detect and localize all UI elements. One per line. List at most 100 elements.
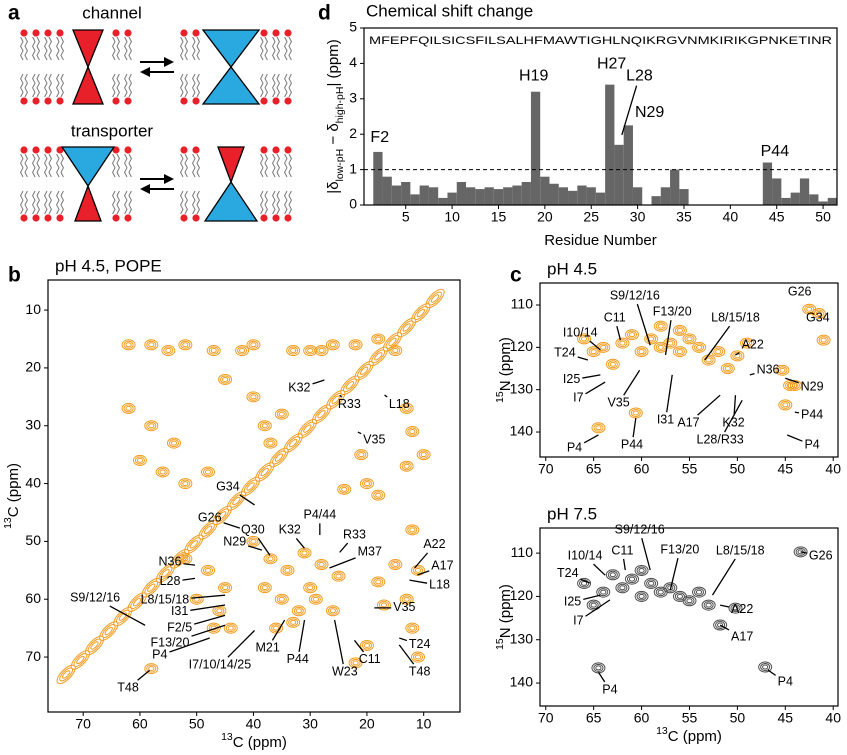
contour-line (248, 340, 259, 349)
annotation: I25 (563, 372, 580, 386)
bar (623, 125, 633, 205)
peak (672, 590, 687, 602)
contour-line (703, 601, 714, 610)
contour-line (665, 339, 676, 348)
peak (201, 564, 216, 576)
leader-line (616, 325, 622, 341)
contour-line (590, 349, 597, 355)
contour-line (682, 595, 697, 607)
annotation: L8/15/18 (716, 543, 765, 557)
leader-line (409, 579, 428, 584)
contour-line (605, 569, 620, 581)
contour-line (760, 663, 771, 672)
contour-line (246, 391, 261, 403)
lipid-head (180, 29, 188, 37)
contour-line (144, 663, 159, 675)
label-part: | (ppm) (325, 39, 342, 86)
contour-line (260, 467, 269, 477)
contour-line (274, 593, 289, 605)
x-tick-label: 60 (132, 716, 148, 732)
diagram-title: transporter (71, 121, 154, 140)
contour-line (267, 440, 274, 446)
contour-line (288, 346, 299, 355)
peak (178, 478, 193, 490)
contour-line (159, 469, 166, 475)
leader-line (194, 614, 226, 625)
contour-line (580, 336, 588, 342)
leader-line (223, 522, 241, 529)
bar (558, 187, 569, 205)
contour-line (399, 402, 414, 414)
lipid-tail (124, 73, 128, 98)
contour-line (350, 340, 361, 349)
y-tick-label: 2 (349, 125, 357, 141)
contour-line (261, 585, 268, 591)
chart-title: pH 4.5 (547, 259, 597, 278)
peak (198, 520, 218, 540)
contour-line (416, 449, 431, 461)
bar (466, 187, 476, 205)
peak (682, 333, 697, 345)
contour-line (348, 339, 363, 351)
lipid-tail (184, 36, 188, 61)
leader-line (704, 325, 731, 361)
contour-line (214, 606, 225, 615)
annotation: C11 (611, 543, 633, 557)
contour-line (392, 348, 399, 354)
contour-line (628, 332, 636, 338)
contour-line (403, 463, 410, 469)
bar (549, 183, 559, 205)
contour-line (261, 423, 268, 429)
lipid-tail (20, 153, 24, 178)
contour-line (299, 548, 310, 557)
contour-line (314, 559, 329, 571)
leader-line (312, 379, 325, 385)
peak (793, 546, 808, 558)
y-tick-label: 30 (25, 416, 41, 432)
contour-line (189, 593, 204, 605)
contour-line (178, 478, 193, 490)
contour-line (646, 334, 657, 343)
contour-line (407, 525, 418, 534)
label-part: N (ppm) (497, 584, 514, 638)
contour-line (210, 348, 217, 354)
contour-line (624, 573, 639, 585)
x-tick-label: 70 (538, 710, 554, 726)
annotation: R33 (338, 397, 361, 411)
annotation: L18 (389, 397, 410, 411)
leader-line (353, 639, 365, 653)
contour-line (762, 664, 769, 670)
plot-area (577, 546, 808, 674)
contour-line (580, 580, 588, 586)
peak (121, 339, 136, 351)
contour-line (686, 336, 693, 342)
contour-line (204, 469, 212, 475)
peak (615, 582, 630, 594)
lipid-tail (288, 190, 292, 215)
contour-line (265, 554, 276, 563)
annotation: N36 (159, 555, 182, 569)
contour-line (341, 486, 348, 492)
peak (778, 399, 793, 411)
contour-line (630, 408, 641, 417)
contour-line (345, 381, 355, 390)
contour-line (816, 334, 831, 346)
contour-line (728, 602, 743, 614)
lipid-tail (260, 153, 264, 178)
annotation: I10/14 (563, 325, 598, 339)
peak (720, 363, 735, 375)
lipid-tail (32, 73, 36, 98)
annotation: S9/12/16 (70, 590, 120, 604)
annotation: G34 (216, 479, 240, 493)
contour-line (595, 665, 602, 671)
lipid-head (272, 29, 280, 37)
contour-line (329, 608, 336, 614)
lipid-head (260, 97, 268, 105)
bar (679, 189, 689, 205)
contour-line (221, 376, 229, 382)
lipid-tail (32, 36, 36, 61)
peak (371, 333, 386, 345)
lipid-head (124, 97, 132, 105)
contour-line (818, 336, 829, 345)
lipid-tail (36, 73, 40, 98)
